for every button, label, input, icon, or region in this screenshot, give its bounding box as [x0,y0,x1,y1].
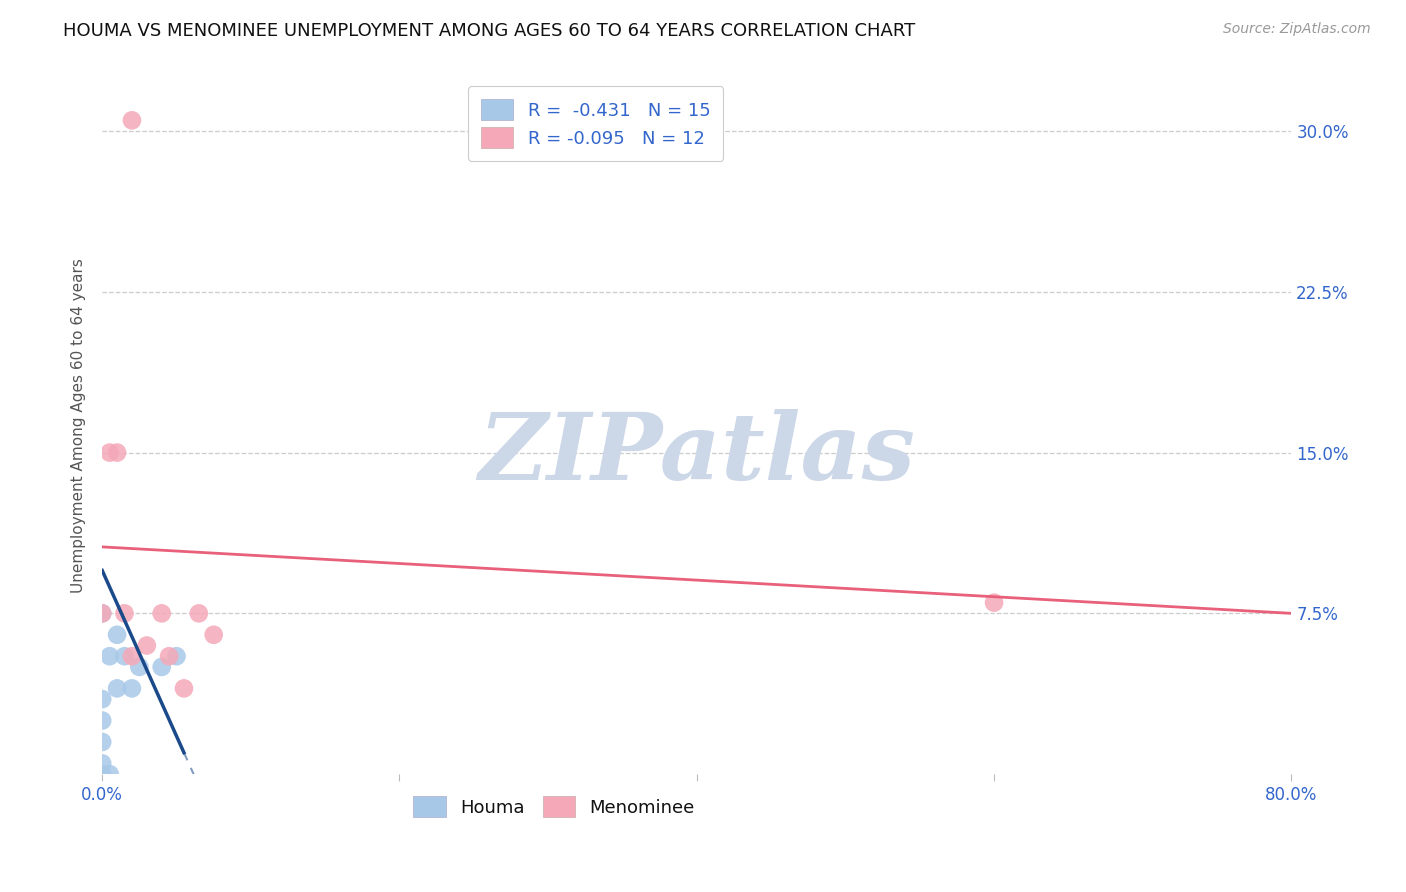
Point [121,649,143,664]
Point [91,692,114,706]
Point [105,628,128,642]
Point [114,607,136,621]
Point [105,681,128,696]
Point [173,681,195,696]
Point [128,660,150,674]
Point [91,767,114,781]
Point [121,113,143,128]
Point [98,445,121,459]
Point [91,607,114,621]
Legend: Houma, Menominee: Houma, Menominee [406,789,702,824]
Point [187,607,209,621]
Point [105,445,128,459]
Point [91,756,114,771]
Point [157,649,180,664]
Text: Source: ZipAtlas.com: Source: ZipAtlas.com [1223,22,1371,37]
Text: ZIPatlas: ZIPatlas [478,409,915,499]
Point [150,607,173,621]
Point [150,660,173,674]
Point [114,649,136,664]
Point [91,607,114,621]
Point [983,596,1005,610]
Text: HOUMA VS MENOMINEE UNEMPLOYMENT AMONG AGES 60 TO 64 YEARS CORRELATION CHART: HOUMA VS MENOMINEE UNEMPLOYMENT AMONG AG… [63,22,915,40]
Point [202,628,225,642]
Point [166,649,188,664]
Point [98,649,121,664]
Point [91,714,114,728]
Point [135,639,157,653]
Point [121,681,143,696]
Point [91,735,114,749]
Y-axis label: Unemployment Among Ages 60 to 64 years: Unemployment Among Ages 60 to 64 years [72,259,86,593]
Point [98,767,121,781]
